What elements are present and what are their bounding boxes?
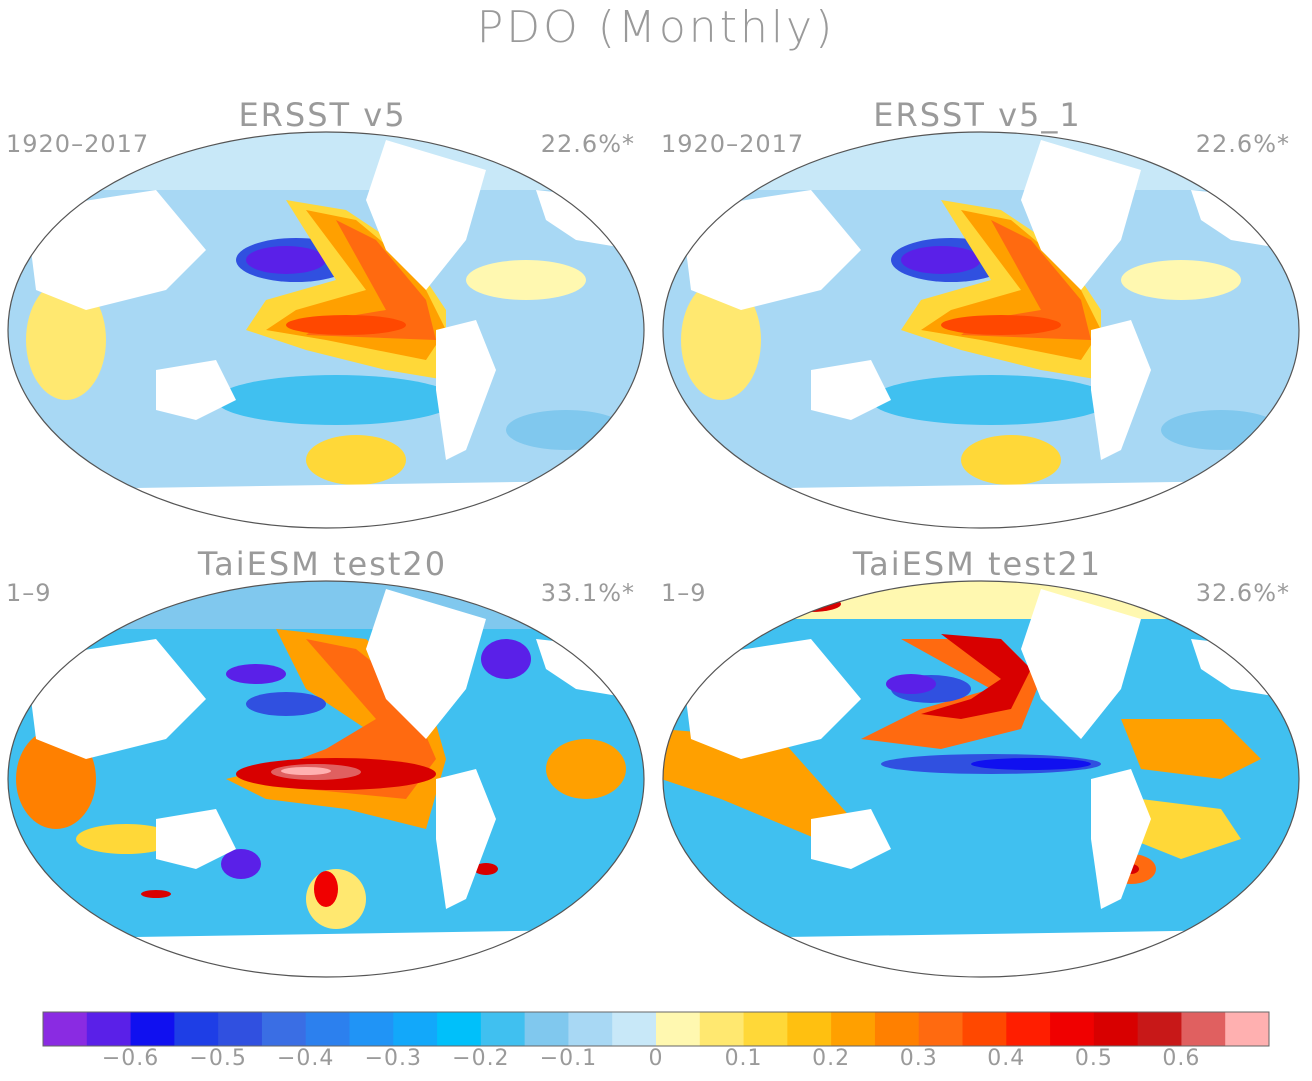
colorbar-swatch: [1181, 1012, 1226, 1046]
variance-label: 22.6%*: [1195, 130, 1290, 158]
colorbar-swatch: [612, 1012, 657, 1046]
map-ersst-v5: [7, 131, 645, 529]
map-taiesm-test21: [662, 580, 1300, 978]
colorbar-labels: −0.6 −0.5 −0.4 −0.3 −0.2 −0.1 0 0.1 0.2 0.3 0.4 0.5…: [0, 1046, 1312, 1076]
period-label: 1–9: [661, 579, 707, 607]
panel-title: TaiESM test21: [852, 545, 1103, 583]
variance-label: 32.6%*: [1195, 579, 1290, 607]
colorbar-swatch: [349, 1012, 394, 1046]
colorbar-tick-label: −0.2: [452, 1046, 510, 1071]
colorbar: [42, 1011, 1270, 1047]
variance-label: 33.1%*: [540, 579, 635, 607]
colorbar-tick-label: 0: [648, 1046, 664, 1071]
colorbar-tick-label: −0.6: [101, 1046, 160, 1071]
figure-title: PDO (Monthly): [476, 2, 836, 53]
variance-label: 22.6%*: [540, 130, 635, 158]
panel-title: TaiESM test20: [197, 545, 448, 583]
colorbar-swatch: [524, 1012, 569, 1046]
colorbar-tick-label: −0.3: [364, 1046, 422, 1071]
colorbar-swatch: [1006, 1012, 1051, 1046]
colorbar-swatch: [174, 1012, 219, 1046]
colorbar-swatch: [699, 1012, 745, 1046]
panel-title: ERSST v5_1: [873, 96, 1082, 134]
period-label: 1–9: [6, 579, 52, 607]
colorbar-swatch: [43, 1012, 88, 1046]
colorbar-tick-label: 0.2: [812, 1046, 851, 1071]
colorbar-tick-label: 0.6: [1162, 1046, 1201, 1071]
colorbar-tick-label: 0.4: [987, 1046, 1026, 1071]
colorbar-swatch: [480, 1012, 526, 1046]
map-panel-taiesm-test20: TaiESM test20 1–9 33.1%*: [0, 545, 645, 1005]
map-ersst-v5-1: [662, 131, 1300, 529]
colorbar-swatch: [874, 1012, 920, 1046]
colorbar-swatch: [787, 1012, 832, 1046]
map-panel-ersst-v5-1: ERSST v5_1 1920–2017 22.6%*: [655, 96, 1300, 556]
colorbar-swatch: [393, 1012, 438, 1046]
colorbar-swatch: [918, 1012, 963, 1046]
colorbar-swatch: [962, 1012, 1007, 1046]
colorbar-swatch: [305, 1012, 350, 1046]
map-taiesm-test20: [7, 580, 645, 978]
map-panel-taiesm-test21: TaiESM test21 1–9 32.6%*: [655, 545, 1300, 1005]
period-label: 1920–2017: [661, 130, 805, 158]
colorbar-swatch: [568, 1012, 613, 1046]
colorbar-border: [42, 1011, 1270, 1047]
colorbar-swatch: [1225, 1012, 1270, 1046]
colorbar-swatch: [218, 1012, 263, 1046]
colorbar-swatch: [130, 1012, 175, 1046]
colorbar-swatch: [86, 1012, 132, 1046]
colorbar-swatch: [656, 1012, 701, 1046]
colorbar-swatch: [831, 1012, 876, 1046]
colorbar-swatch: [1137, 1012, 1182, 1046]
colorbar-swatch: [1050, 1012, 1095, 1046]
colorbar-tick-label: −0.4: [276, 1046, 335, 1071]
colorbar-tick-label: −0.1: [539, 1046, 598, 1071]
colorbar-tick-label: 0.5: [1074, 1046, 1113, 1071]
colorbar-tick-label: −0.5: [189, 1046, 247, 1071]
colorbar-swatch: [437, 1012, 482, 1046]
colorbar-swatch: [743, 1012, 788, 1046]
panel-title: ERSST v5: [238, 96, 407, 134]
colorbar-swatch: [261, 1012, 307, 1046]
map-panel-ersst-v5: ERSST v5 1920–2017 22.6%*: [0, 96, 645, 556]
period-label: 1920–2017: [6, 130, 150, 158]
colorbar-tick-label: 0.1: [724, 1046, 763, 1071]
colorbar-tick-label: 0.3: [899, 1046, 938, 1071]
colorbar-swatch: [1093, 1012, 1139, 1046]
